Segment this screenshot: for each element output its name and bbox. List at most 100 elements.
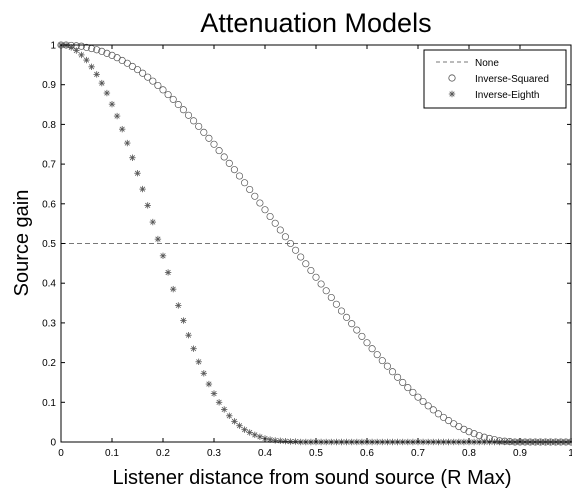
asterisk-stroke [134, 170, 141, 176]
data-point-inverse-squared [190, 117, 198, 125]
asterisk-stroke [109, 101, 115, 107]
data-point-inverse-eighth [185, 332, 192, 339]
data-point-inverse-eighth [164, 269, 172, 276]
asterisk-stroke [155, 236, 161, 242]
data-point-inverse-eighth [251, 431, 258, 439]
data-point-inverse-eighth [108, 100, 116, 108]
data-point-inverse-squared [383, 362, 391, 370]
data-point-inverse-squared [404, 384, 412, 392]
legend-label-none: None [475, 58, 499, 69]
data-point-inverse-squared [348, 320, 356, 328]
data-point-inverse-squared [246, 185, 254, 194]
y-tick-label: 0.9 [42, 80, 56, 91]
data-point-inverse-eighth [226, 412, 233, 419]
data-point-inverse-eighth [241, 426, 248, 433]
data-point-inverse-eighth [221, 406, 228, 413]
data-point-inverse-eighth [190, 345, 197, 352]
y-tick-label: 0.4 [42, 279, 56, 290]
asterisk-stroke [201, 370, 207, 376]
data-point-inverse-eighth [103, 89, 111, 97]
data-point-inverse-squared [343, 313, 351, 321]
x-tick-label: 0.5 [309, 448, 323, 459]
data-point-inverse-squared [98, 47, 106, 55]
asterisk-stroke [83, 57, 90, 63]
chart-legend: None Inverse-Squared Inverse-Eighth [423, 49, 567, 109]
data-point-inverse-squared [281, 233, 289, 241]
asterisk-stroke [231, 418, 237, 424]
asterisk-stroke [221, 406, 227, 413]
data-point-inverse-squared [82, 43, 91, 51]
data-point-inverse-eighth [88, 63, 95, 71]
asterisk-stroke [175, 302, 181, 309]
data-point-inverse-squared [465, 428, 473, 436]
data-point-inverse-squared [368, 345, 376, 353]
data-point-inverse-squared [261, 206, 269, 214]
y-tick-label: 0 [50, 438, 56, 449]
data-point-inverse-squared [445, 417, 453, 425]
asterisk-stroke [196, 359, 202, 365]
data-point-inverse-eighth [195, 358, 202, 366]
data-point-inverse-squared [251, 192, 259, 200]
asterisk-stroke [185, 332, 192, 338]
x-tick-label: 0.8 [462, 448, 476, 459]
asterisk-stroke [94, 71, 100, 77]
legend-marker-inverse-eighth [448, 90, 456, 98]
asterisk-stroke [236, 423, 243, 429]
asterisk-stroke [68, 44, 74, 50]
x-tick-label: 0.6 [360, 448, 374, 459]
legend-box [423, 49, 567, 109]
data-point-inverse-eighth [113, 112, 121, 120]
data-point-inverse-squared [409, 388, 417, 396]
data-point-inverse-eighth [175, 302, 182, 309]
asterisk-stroke [180, 317, 186, 324]
data-point-inverse-squared [225, 159, 233, 167]
data-point-inverse-eighth [231, 418, 238, 425]
x-tick-label: 0.4 [258, 448, 272, 459]
asterisk-stroke [124, 140, 130, 146]
y-tick-label: 0.8 [42, 120, 56, 131]
axis-ticks: 0 0.1 0.2 0.3 0.4 0.5 0.6 0.7 0.8 0.9 1 0 0.1 0.2 0.3 0… [42, 41, 572, 460]
data-point-inverse-eighth [73, 47, 80, 54]
data-point-inverse-eighth [170, 285, 177, 293]
data-point-inverse-squared [154, 81, 162, 90]
asterisk-stroke [242, 427, 248, 433]
data-point-inverse-squared [144, 73, 152, 81]
asterisk-stroke [140, 186, 146, 192]
data-point-inverse-eighth [180, 317, 187, 324]
data-point-inverse-eighth [205, 380, 213, 388]
data-point-inverse-squared [327, 293, 335, 302]
y-axis-title: Source gain [11, 190, 33, 297]
data-point-inverse-eighth [210, 390, 218, 397]
data-point-inverse-squared [128, 62, 136, 70]
y-tick-label: 0.5 [42, 239, 56, 250]
data-point-inverse-squared [307, 266, 315, 275]
data-point-inverse-squared [123, 59, 131, 67]
asterisk-stroke [150, 219, 156, 225]
data-point-inverse-eighth [256, 433, 264, 441]
legend-asterisk [448, 90, 456, 98]
y-tick-label: 1 [50, 41, 56, 52]
y-tick-label: 0.3 [42, 318, 56, 329]
data-point-inverse-squared [164, 91, 172, 99]
data-point-inverse-squared [353, 326, 361, 334]
data-point-inverse-squared [169, 95, 177, 103]
x-axis-title: Listener distance from sound source (R M… [112, 467, 511, 489]
asterisk-stroke [282, 438, 288, 444]
data-point-inverse-squared [286, 239, 295, 248]
data-point-inverse-squared [241, 179, 249, 187]
data-point-inverse-squared [302, 260, 310, 268]
data-point-inverse-eighth [154, 235, 162, 243]
asterisk-stroke [257, 434, 263, 440]
asterisk-stroke [252, 432, 258, 438]
data-point-inverse-eighth [149, 218, 156, 226]
x-tick-label: 0 [58, 448, 64, 459]
data-point-inverse-squared [424, 402, 432, 410]
data-point-inverse-eighth [144, 202, 151, 209]
asterisk-stroke [226, 413, 232, 419]
asterisk-stroke [114, 113, 120, 119]
data-point-inverse-squared [399, 378, 407, 387]
data-point-inverse-squared [184, 111, 193, 119]
data-point-inverse-eighth [134, 170, 141, 177]
data-point-inverse-squared [317, 280, 325, 288]
